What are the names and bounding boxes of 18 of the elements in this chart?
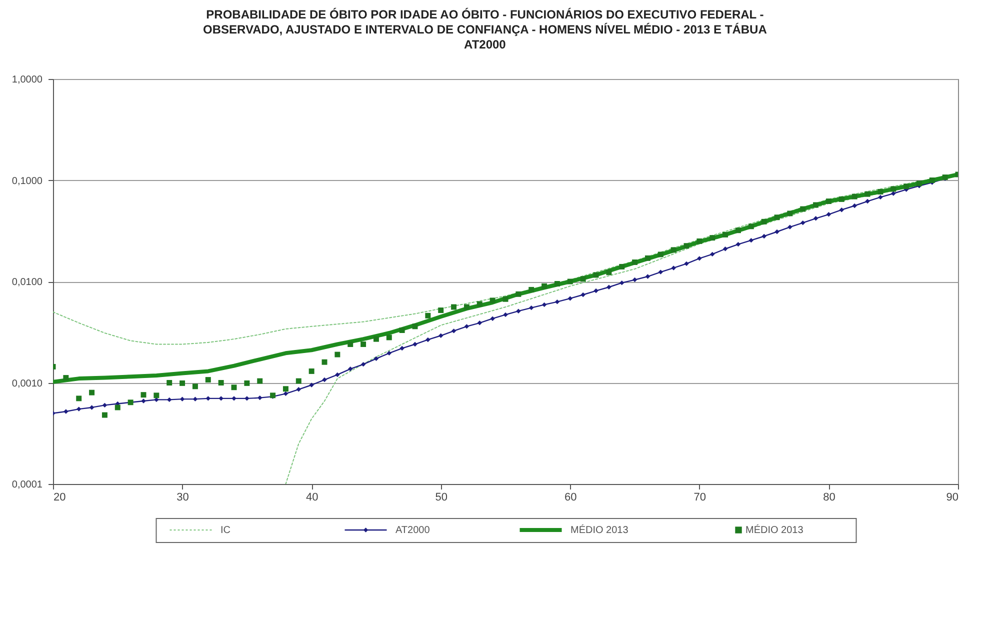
y-tick-label: 0,1000 [12,176,43,187]
y-tick-label: 1,0000 [12,74,43,86]
legend-label: IC [220,525,230,536]
x-tick-label: 80 [823,492,836,504]
legend-label: AT2000 [396,525,430,536]
x-tick-label: 70 [694,492,706,504]
x-tick-label: 20 [54,492,66,504]
y-tick-label: 0,0001 [12,480,43,490]
y-tick-label: 0,0100 [12,277,43,288]
chart-title: PROBABILIDADE DE ÓBITO POR IDADE AO ÓBITO - FUNCIONÁRIOS DO EXECUTIVO FEDERAL - OBSERVADO, AJUSTADO E INTERVALO DE CONFIANÇA - HOMENS NÍVEL MÉDIO - 2013 E TÁBUA AT2000 [203,8,768,52]
x-tick-label: 60 [564,492,577,504]
y-tick-label: 0,0010 [12,378,43,390]
x-tick-label: 30 [176,492,189,504]
legend-label: MÉDIO 2013 [746,524,804,536]
x-tick-label: 40 [306,492,318,504]
x-tick-label: 90 [946,492,958,504]
legend-label: MÉDIO 2013 [570,524,629,536]
x-tick-label: 50 [435,492,448,504]
